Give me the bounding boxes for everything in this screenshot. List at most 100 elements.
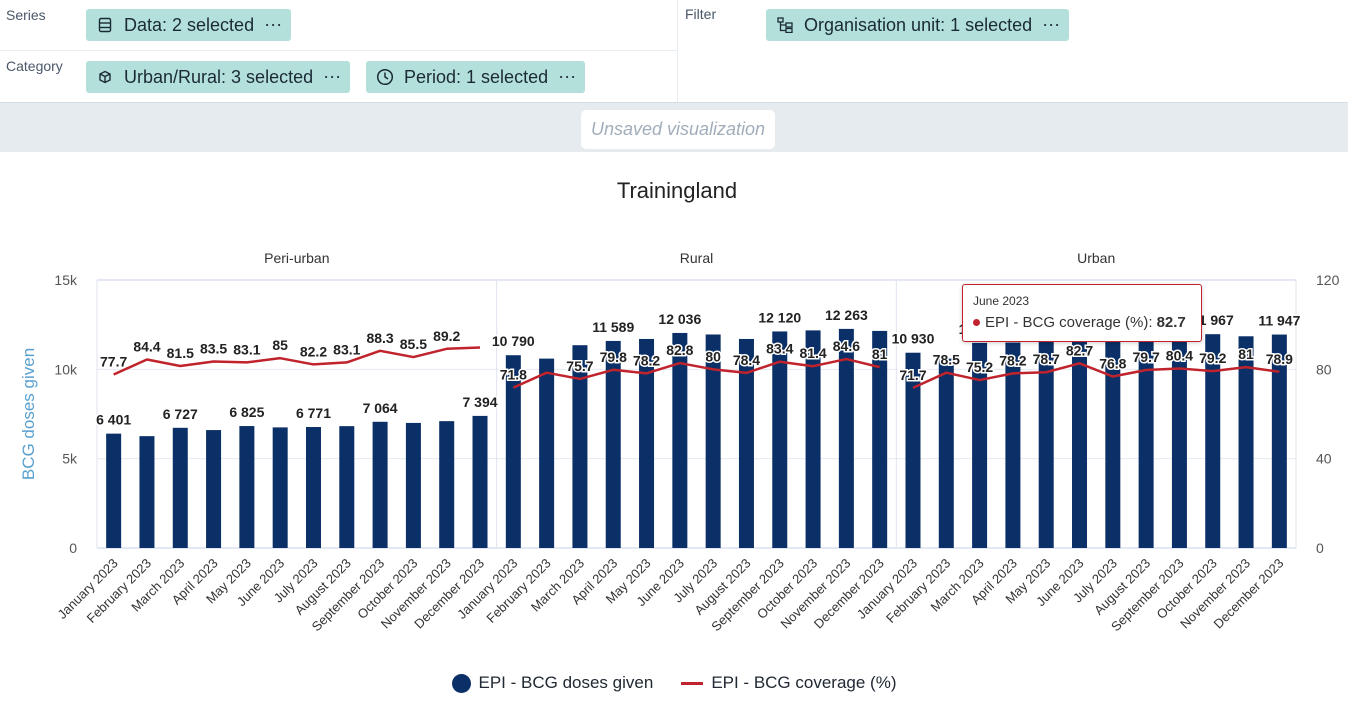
bar-data-label: 7 064: [363, 400, 398, 416]
category-axis: Category Urban/Rural: 3 selected ⋯ Perio…: [0, 51, 677, 102]
legend-item-coverage[interactable]: EPI - BCG coverage (%): [681, 673, 896, 693]
bar-data-label: 7 394: [462, 394, 497, 410]
bar: [972, 342, 988, 548]
tooltip-series: EPI - BCG coverage (%):: [985, 314, 1153, 331]
line-data-label: 71.7: [899, 367, 926, 383]
coverage-line: [912, 362, 1280, 390]
line-data-label: 78.2: [999, 352, 1026, 368]
bar: [872, 330, 888, 548]
line-data-label: 71.8: [500, 367, 527, 383]
line-data-label: 82.8: [666, 342, 693, 358]
bar: [738, 338, 754, 548]
bar-data-label: 11 589: [592, 319, 634, 335]
bar: [505, 355, 521, 548]
bar: [272, 427, 288, 548]
period-chip[interactable]: Period: 1 selected ⋯: [366, 61, 586, 93]
bar: [1105, 338, 1121, 548]
line-data-label: 75.2: [966, 359, 993, 375]
line-data-label: 77.7: [100, 353, 127, 369]
bar: [305, 427, 321, 548]
bar: [439, 421, 455, 548]
line-data-label: 81.4: [799, 345, 826, 361]
visualization-title-bar: Unsaved visualization: [0, 103, 1348, 152]
bar: [1138, 337, 1154, 548]
clock-icon: [376, 68, 394, 86]
line-data-label: 78.7: [1033, 351, 1060, 367]
line-data-label: 83.1: [233, 341, 260, 357]
bar-data-label: 6 771: [296, 405, 331, 421]
bar-data-label: 10 930: [892, 331, 935, 347]
series-axis-label: Series: [6, 7, 46, 23]
coverage-line: [113, 346, 481, 376]
bar: [172, 427, 188, 548]
line-data-label: 85.5: [400, 336, 427, 352]
coverage-line: [512, 357, 880, 389]
bar-data-label: 6 727: [163, 406, 198, 422]
filter-axis: Filter Organisation unit: 1 selected ⋯: [679, 0, 1348, 102]
bar: [805, 330, 821, 548]
urban-rural-chip-more-icon[interactable]: ⋯: [323, 66, 343, 87]
group-label: Rural: [680, 250, 713, 266]
bar-data-label: 6 825: [229, 404, 264, 420]
category-axis-label: Category: [6, 58, 63, 74]
chart-svg: Trainingland 0 5k 10k 15k 0 40 80 120 BCG doses g…: [19, 178, 1340, 634]
y-axis-label: BCG doses given: [19, 348, 38, 480]
bar: [905, 352, 921, 548]
group-label: Peri-urban: [264, 250, 329, 266]
bar: [1038, 338, 1054, 548]
urban-rural-chip[interactable]: Urban/Rural: 3 selected ⋯: [86, 61, 351, 93]
line-data-label: 79.2: [1199, 350, 1226, 366]
line-data-label: 83.5: [200, 341, 227, 357]
legend-item-doses[interactable]: EPI - BCG doses given: [451, 673, 653, 693]
bar: [705, 334, 721, 548]
bar: [1005, 342, 1021, 548]
line-data-label: 76.8: [1099, 355, 1126, 371]
bar: [672, 332, 688, 548]
chart-legend: EPI - BCG doses given EPI - BCG coverage…: [0, 668, 1348, 698]
y2-tick-label: 0: [1316, 540, 1324, 556]
urban-rural-chip-label: Urban/Rural: 3 selected: [124, 66, 314, 87]
line-data-label: 89.2: [433, 328, 460, 344]
bar: [1271, 334, 1287, 548]
legend-label-coverage: EPI - BCG coverage (%): [711, 673, 897, 692]
bar-data-label: 6 401: [96, 412, 131, 428]
y-tick-label: 0: [69, 540, 77, 556]
bar-data-label: 12 263: [825, 307, 868, 323]
line-data-label: 82.7: [1066, 342, 1093, 358]
bar: [106, 433, 122, 548]
org-unit-chip[interactable]: Organisation unit: 1 selected ⋯: [766, 9, 1070, 41]
line-data-label: 84.6: [833, 338, 860, 354]
bar-data-label: 12 120: [758, 309, 801, 325]
bar: [838, 328, 854, 548]
bar: [206, 430, 222, 548]
hierarchy-icon: [776, 16, 794, 34]
bar: [605, 340, 621, 548]
chart-title: Trainingland: [617, 178, 737, 203]
line-data-label: 75.7: [566, 358, 593, 374]
line-data-label: 81.5: [167, 345, 194, 361]
line-data-label: 83.1: [333, 341, 360, 357]
bar: [772, 331, 788, 548]
line-data-label: 85: [272, 337, 288, 353]
bar: [1171, 336, 1187, 548]
data-chip-more-icon[interactable]: ⋯: [264, 14, 284, 35]
legend-marker-coverage: [681, 681, 704, 685]
bar: [1072, 331, 1088, 548]
bar: [372, 421, 388, 548]
period-chip-more-icon[interactable]: ⋯: [558, 66, 578, 87]
chart-tooltip: June 2023 EPI - BCG coverage (%): 82.7: [962, 284, 1202, 342]
bar: [1205, 334, 1221, 548]
bar: [239, 426, 255, 548]
database-icon: [96, 16, 114, 34]
y2-tick-label: 120: [1316, 272, 1340, 288]
line-data-label: 80.4: [1166, 347, 1193, 363]
layout-columns-rows: Series Data: 2 selected ⋯ Category Urban…: [0, 0, 678, 102]
line-data-label: 81: [1238, 346, 1254, 362]
data-chip[interactable]: Data: 2 selected ⋯: [86, 9, 292, 41]
bar: [139, 436, 155, 548]
org-unit-chip-more-icon[interactable]: ⋯: [1042, 14, 1062, 35]
bar: [572, 345, 588, 548]
bar: [1238, 336, 1254, 548]
line-data-label: 82.2: [300, 343, 327, 359]
visualization-title[interactable]: Unsaved visualization: [581, 110, 775, 149]
